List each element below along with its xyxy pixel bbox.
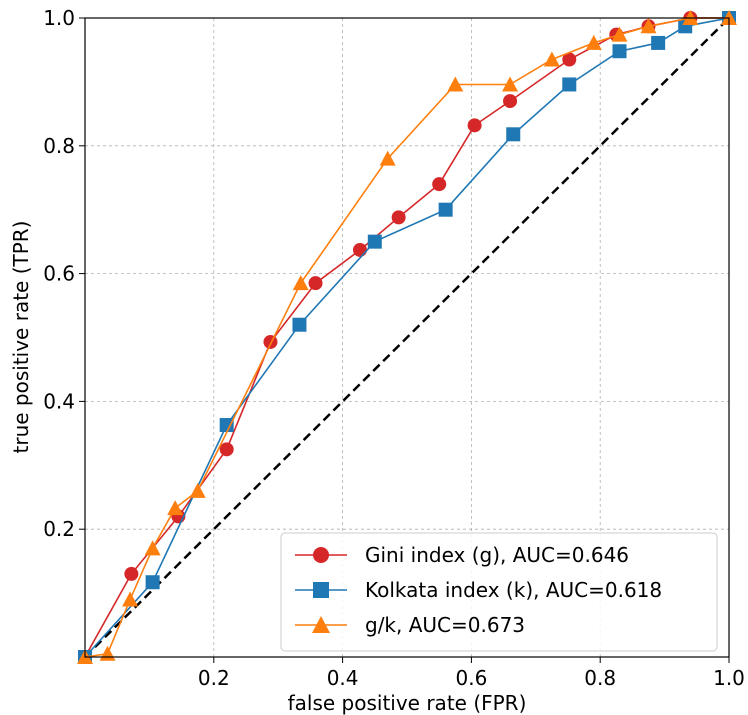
data-point-triangle (379, 150, 396, 166)
y-axis-label: true positive rate (TPR) (9, 221, 33, 454)
legend-box (280, 532, 718, 652)
legend: Gini index (g), AUC=0.646 Kolkata index … (280, 532, 718, 652)
data-point-triangle (189, 482, 206, 498)
legend-marker-kolkata (313, 582, 329, 598)
y-tick-label: 0.2 (43, 517, 75, 541)
y-tick-label: 0.4 (43, 389, 75, 413)
legend-label-gk: g/k, AUC=0.673 (365, 613, 525, 637)
y-tick-label: 0.8 (43, 134, 75, 158)
data-point-circle (352, 242, 367, 257)
data-point-circle (219, 442, 234, 457)
data-point-square (562, 77, 577, 92)
legend-label-gini: Gini index (g), AUC=0.646 (365, 543, 629, 567)
x-tick-label: 0.8 (584, 666, 616, 690)
data-point-circle (124, 566, 139, 581)
data-point-square (367, 234, 382, 249)
diagonal-line (84, 17, 730, 658)
data-point-square (438, 202, 453, 217)
x-tick-label: 1.0 (713, 666, 745, 690)
data-point-circle (391, 210, 406, 225)
data-point-square (145, 575, 160, 590)
data-point-triangle (122, 591, 139, 607)
series-layer (77, 10, 737, 664)
x-tick-label: 0.2 (198, 666, 230, 690)
series-line-2 (84, 17, 729, 658)
data-point-triangle (447, 76, 464, 92)
legend-entry-kolkata: Kolkata index (k), AUC=0.618 (295, 578, 662, 602)
legend-entry-gk: g/k, AUC=0.673 (295, 613, 525, 637)
diagonal-reference (84, 17, 730, 658)
data-point-triangle (543, 51, 560, 67)
data-point-circle (562, 52, 577, 67)
legend-marker-gini (313, 547, 329, 563)
data-point-triangle (144, 540, 161, 556)
data-point-triangle (502, 76, 519, 92)
legend-entry-gini: Gini index (g), AUC=0.646 (295, 543, 629, 567)
data-point-circle (263, 334, 278, 349)
data-point-square (612, 44, 627, 59)
legend-marker-gk (312, 616, 330, 633)
legend-label-kolkata: Kolkata index (k), AUC=0.618 (365, 578, 662, 602)
x-tick-label: 0.6 (455, 666, 487, 690)
data-point-square (651, 35, 666, 50)
data-point-triangle (611, 26, 628, 42)
data-point-triangle (640, 18, 657, 34)
grid (85, 18, 729, 657)
plot-frame (84, 17, 730, 658)
data-point-triangle (167, 500, 184, 516)
data-point-circle (467, 118, 482, 133)
x-tick-label: 0.4 (327, 666, 359, 690)
x-axis-label: false positive rate (FPR) (288, 691, 527, 715)
data-point-square (219, 418, 234, 433)
data-point-circle (432, 177, 447, 192)
data-point-triangle (585, 34, 602, 50)
data-point-square (506, 127, 521, 142)
y-tick-label: 1.0 (43, 6, 75, 30)
series-1 (78, 11, 736, 664)
y-tick-label: 0.6 (43, 262, 75, 286)
axis-ticks: 0.2 0.4 0.6 0.8 1.0 0.2 0.4 0.6 0.8 1.0 (43, 6, 745, 690)
data-point-circle (503, 94, 518, 109)
data-point-triangle (292, 275, 309, 291)
data-point-circle (308, 276, 323, 291)
data-point-square (292, 317, 307, 332)
